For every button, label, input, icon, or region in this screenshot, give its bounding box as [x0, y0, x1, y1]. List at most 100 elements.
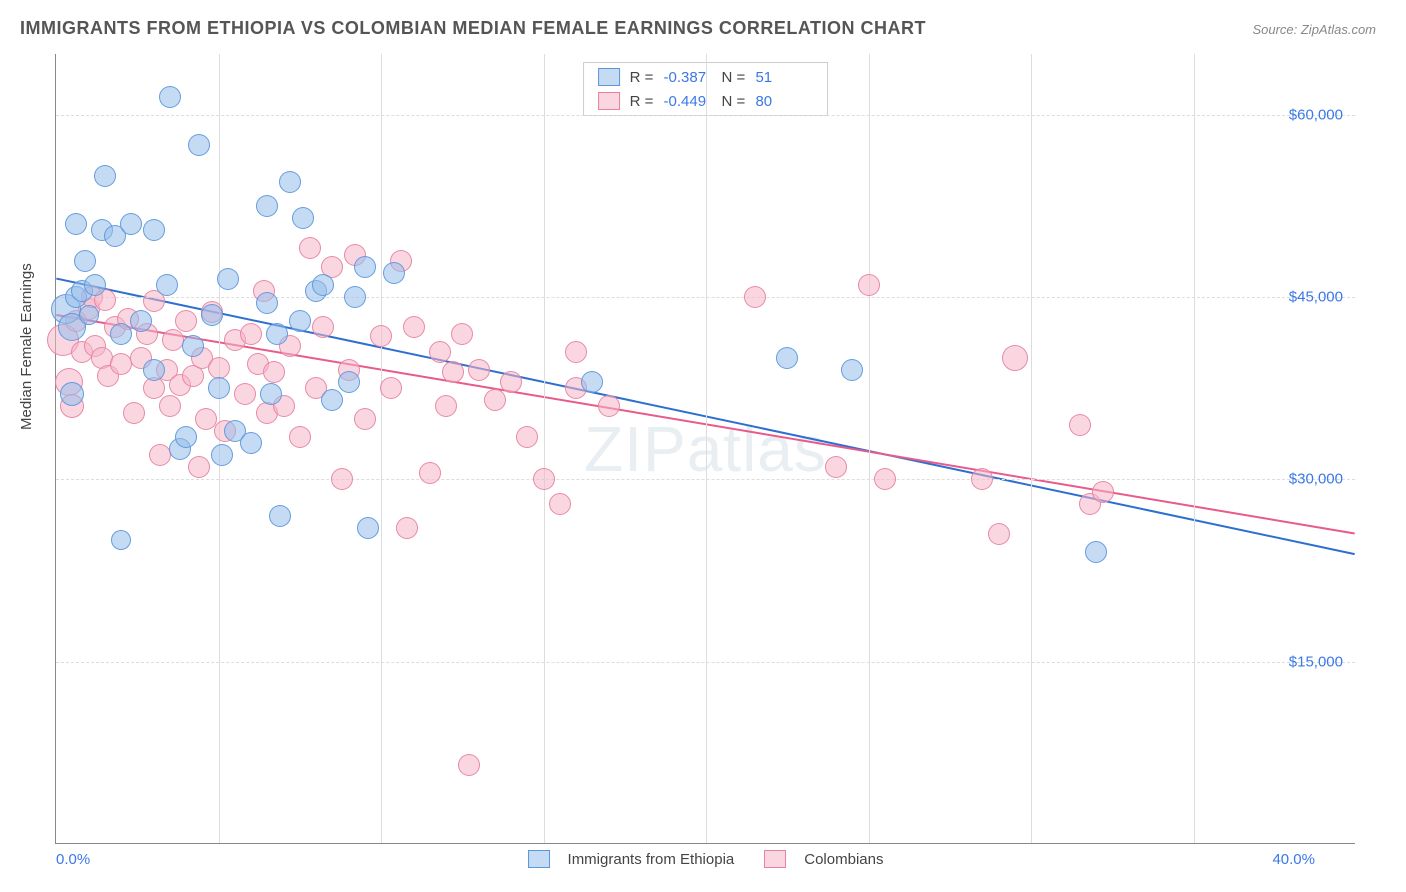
data-point-colombians: [744, 286, 766, 308]
data-point-ethiopia: [201, 304, 223, 326]
gridline-v: [706, 54, 707, 843]
data-point-colombians: [435, 395, 457, 417]
legend-item-ethiopia: Immigrants from Ethiopia: [528, 850, 735, 868]
data-point-ethiopia: [120, 213, 142, 235]
gridline-v: [544, 54, 545, 843]
data-point-colombians: [549, 493, 571, 515]
data-point-ethiopia: [266, 323, 288, 345]
data-point-colombians: [971, 468, 993, 490]
r-label: R =: [630, 69, 658, 86]
data-point-colombians: [208, 357, 230, 379]
data-point-colombians: [312, 316, 334, 338]
r-value-colombians: -0.449: [664, 93, 722, 110]
data-point-ethiopia: [84, 274, 106, 296]
n-label: N =: [722, 69, 750, 86]
x-axis-max-label: 40.0%: [1272, 851, 1315, 868]
data-point-colombians: [299, 237, 321, 259]
data-point-colombians: [175, 310, 197, 332]
data-point-colombians: [516, 426, 538, 448]
data-point-colombians: [396, 517, 418, 539]
chart-title: IMMIGRANTS FROM ETHIOPIA VS COLOMBIAN ME…: [20, 18, 926, 39]
data-point-ethiopia: [1085, 541, 1107, 563]
plot-area: ZIPatlas R = -0.387 N = 51 R = -0.449 N …: [55, 54, 1355, 844]
data-point-ethiopia: [130, 310, 152, 332]
data-point-ethiopia: [60, 382, 84, 406]
n-value-colombians: 80: [755, 93, 813, 110]
data-point-colombians: [598, 395, 620, 417]
r-value-ethiopia: -0.387: [664, 69, 722, 86]
legend-item-colombians: Colombians: [764, 850, 883, 868]
y-tick-label: $45,000: [1289, 289, 1343, 306]
data-point-ethiopia: [279, 171, 301, 193]
data-point-colombians: [263, 361, 285, 383]
y-axis-title: Median Female Earnings: [18, 263, 35, 430]
data-point-ethiopia: [260, 383, 282, 405]
data-point-colombians: [429, 341, 451, 363]
data-point-ethiopia: [344, 286, 366, 308]
data-point-ethiopia: [841, 359, 863, 381]
data-point-ethiopia: [65, 213, 87, 235]
data-point-colombians: [565, 341, 587, 363]
data-point-ethiopia: [256, 195, 278, 217]
data-point-ethiopia: [156, 274, 178, 296]
gridline-v: [869, 54, 870, 843]
data-point-ethiopia: [208, 377, 230, 399]
data-point-colombians: [419, 462, 441, 484]
data-point-ethiopia: [240, 432, 262, 454]
gridline-v: [381, 54, 382, 843]
data-point-ethiopia: [110, 323, 132, 345]
data-point-colombians: [188, 456, 210, 478]
n-label: N =: [722, 93, 750, 110]
legend-swatch-icon: [528, 850, 550, 868]
legend-swatch-icon: [764, 850, 786, 868]
data-point-colombians: [874, 468, 896, 490]
data-point-colombians: [451, 323, 473, 345]
data-point-ethiopia: [292, 207, 314, 229]
data-point-colombians: [858, 274, 880, 296]
data-point-colombians: [458, 754, 480, 776]
gridline-v: [1194, 54, 1195, 843]
source-attribution: Source: ZipAtlas.com: [1252, 22, 1376, 37]
data-point-colombians: [1069, 414, 1091, 436]
data-point-ethiopia: [269, 505, 291, 527]
data-point-colombians: [500, 371, 522, 393]
legend-label-colombians: Colombians: [804, 851, 883, 868]
data-point-ethiopia: [321, 389, 343, 411]
data-point-ethiopia: [256, 292, 278, 314]
data-point-ethiopia: [143, 219, 165, 241]
data-point-colombians: [354, 408, 376, 430]
data-point-ethiopia: [143, 359, 165, 381]
data-point-colombians: [289, 426, 311, 448]
data-point-ethiopia: [217, 268, 239, 290]
data-point-ethiopia: [338, 371, 360, 393]
data-point-colombians: [1002, 345, 1028, 371]
data-point-ethiopia: [111, 530, 131, 550]
data-point-ethiopia: [79, 305, 99, 325]
data-point-ethiopia: [94, 165, 116, 187]
y-tick-label: $15,000: [1289, 653, 1343, 670]
data-point-colombians: [442, 361, 464, 383]
gridline-v: [1031, 54, 1032, 843]
data-point-ethiopia: [354, 256, 376, 278]
data-point-colombians: [484, 389, 506, 411]
data-point-colombians: [195, 408, 217, 430]
data-point-ethiopia: [383, 262, 405, 284]
series-legend: Immigrants from Ethiopia Colombians: [528, 850, 884, 868]
data-point-colombians: [533, 468, 555, 490]
y-tick-label: $30,000: [1289, 471, 1343, 488]
data-point-colombians: [825, 456, 847, 478]
data-point-colombians: [403, 316, 425, 338]
r-label: R =: [630, 93, 658, 110]
data-point-colombians: [988, 523, 1010, 545]
n-value-ethiopia: 51: [755, 69, 813, 86]
data-point-colombians: [1092, 481, 1114, 503]
data-point-colombians: [234, 383, 256, 405]
data-point-ethiopia: [289, 310, 311, 332]
data-point-colombians: [468, 359, 490, 381]
data-point-ethiopia: [357, 517, 379, 539]
data-point-colombians: [370, 325, 392, 347]
data-point-ethiopia: [211, 444, 233, 466]
data-point-ethiopia: [74, 250, 96, 272]
y-tick-label: $60,000: [1289, 106, 1343, 123]
data-point-ethiopia: [312, 274, 334, 296]
